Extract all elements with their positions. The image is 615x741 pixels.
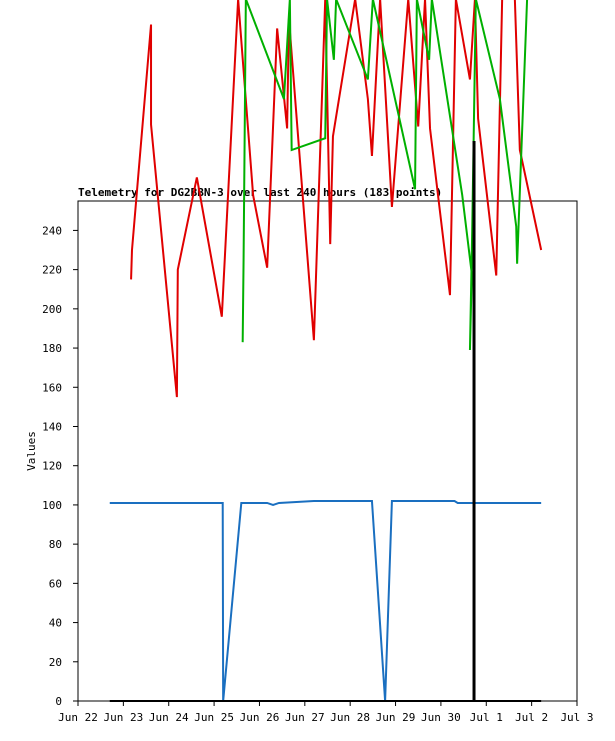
y-tick-label: 40 bbox=[49, 617, 62, 630]
x-tick-label: Jul 1 bbox=[470, 711, 503, 724]
x-tick-label: Jun 25 bbox=[194, 711, 234, 724]
x-tick-label: Jun 28 bbox=[330, 711, 370, 724]
x-tick-label: Jul 2 bbox=[515, 711, 548, 724]
x-tick-label: Jul 3 bbox=[560, 711, 593, 724]
x-tick-label: Jun 29 bbox=[376, 711, 416, 724]
y-tick-label: 220 bbox=[42, 264, 62, 277]
y-tick-label: 80 bbox=[49, 538, 62, 551]
y-tick-label: 100 bbox=[42, 499, 62, 512]
x-tick-label: Jun 22 bbox=[58, 711, 98, 724]
y-tick-label: 200 bbox=[42, 303, 62, 316]
plot-frame bbox=[77, 200, 578, 702]
y-tick-label: 140 bbox=[42, 420, 62, 433]
y-axis-label: Values bbox=[25, 431, 38, 471]
y-tick-label: 120 bbox=[42, 460, 62, 473]
y-tick-label: 240 bbox=[42, 224, 62, 237]
series-line bbox=[130, 0, 543, 398]
x-tick-label: Jun 23 bbox=[103, 711, 143, 724]
y-tick-label: 180 bbox=[42, 342, 62, 355]
x-tick-label: Jun 27 bbox=[285, 711, 325, 724]
x-tick-label: Jun 24 bbox=[149, 711, 189, 724]
y-tick-label: 20 bbox=[49, 656, 62, 669]
chart-title: Telemetry for DG2BBN-3 over last 240 hou… bbox=[78, 186, 442, 199]
series-line bbox=[109, 500, 542, 702]
y-tick-label: 160 bbox=[42, 381, 62, 394]
y-tick-label: 0 bbox=[55, 695, 62, 708]
x-tick-label: Jun 26 bbox=[240, 711, 280, 724]
y-tick-label: 60 bbox=[49, 577, 62, 590]
series-line bbox=[241, 0, 529, 351]
x-tick-label: Jun 30 bbox=[421, 711, 461, 724]
